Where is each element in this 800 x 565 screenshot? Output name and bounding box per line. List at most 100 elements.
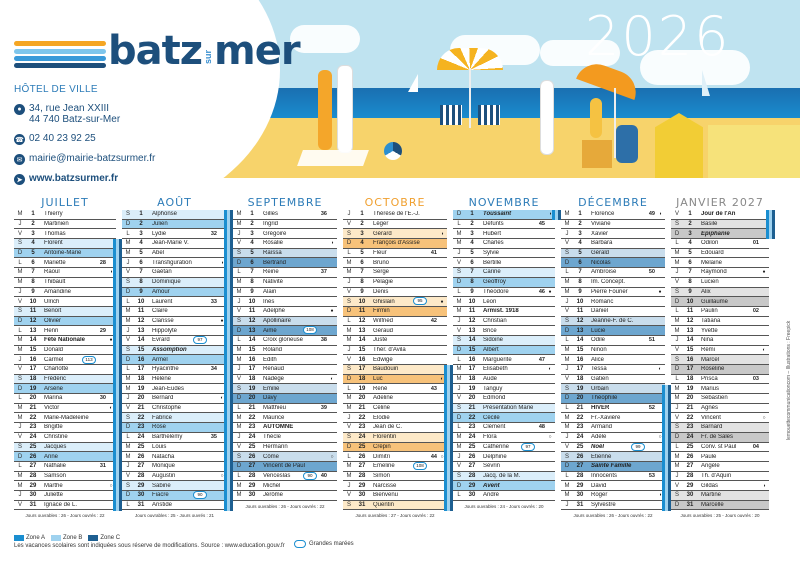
zone-c-swatch	[88, 535, 99, 541]
weekday-letter: S	[236, 317, 241, 324]
working-days-note: Jours ouvrables : 26 - Jours ouvrés : 22	[245, 503, 325, 509]
day-list: S 1 Alphonse D 2 Julien L 3 Lydie 32 M 4 Jean-Marie …	[122, 210, 233, 511]
day-row: V 6 Bertille	[453, 258, 555, 269]
saint-name: Fleur	[373, 250, 387, 257]
day-number: 16	[468, 356, 476, 363]
zone-c-bar	[450, 365, 453, 511]
day-number: 29	[137, 482, 145, 489]
weekday-letter: D	[17, 317, 23, 324]
weekday-letter: D	[125, 356, 131, 363]
saint-name: Agnès	[701, 405, 719, 412]
day-list: M 1 Florence 49 ◑ M 2 Viviane J 3 Xavier V 4 Barbara S…	[561, 210, 671, 511]
cloud-illustration	[540, 40, 620, 66]
weekday-letter: S	[125, 414, 130, 421]
saint-name: AUTOMNE	[263, 424, 294, 431]
day-number: 1	[470, 211, 474, 218]
day-number: 3	[360, 230, 364, 237]
day-number: 29	[248, 482, 256, 489]
week-number: 37	[320, 269, 327, 276]
day-number: 6	[578, 259, 582, 266]
weekday-letter: V	[125, 337, 130, 344]
week-number: 41	[430, 250, 437, 257]
weekday-letter: V	[125, 405, 130, 412]
day-row: V 16 Edwige	[343, 355, 447, 365]
school-holiday-bars	[224, 210, 233, 511]
day-row: M 7 Raoul ◑	[14, 268, 116, 278]
saint-name: Marina	[44, 395, 63, 402]
day-row: D 27 Vincent de Paul	[233, 461, 337, 472]
weekday-letter: J	[347, 279, 351, 286]
day-number: 18	[248, 376, 256, 383]
day-row: S 9 Alix	[671, 287, 769, 298]
day-number: 11	[137, 308, 145, 315]
moon-phase-icon: ○	[109, 482, 113, 489]
weekday-letter: M	[564, 492, 570, 499]
day-row: M 27 Émeline	[343, 462, 447, 472]
day-row: M 6 Melaine	[671, 258, 769, 269]
weekday-letter: D	[456, 279, 462, 286]
saint-name: Armel	[152, 356, 168, 363]
day-number: 17	[29, 366, 37, 373]
saint-name: Barnard	[701, 424, 723, 431]
weekday-letter: M	[236, 346, 242, 353]
day-row: V 30 Bienvenu	[343, 491, 447, 501]
day-row: D 25 Crépin	[343, 442, 447, 453]
weekday-letter: M	[346, 405, 352, 412]
day-row: D 26 Anne	[14, 452, 116, 462]
tides-label: Grandes marées	[309, 541, 354, 547]
saint-name: Florentin	[373, 434, 397, 441]
moon-phase-icon: ◑	[330, 240, 334, 247]
website-link[interactable]: www.batzsurmer.fr	[29, 173, 119, 184]
day-number: 7	[250, 269, 254, 276]
day-number: 10	[358, 298, 366, 305]
day-number: 27	[468, 463, 476, 470]
day-number: 13	[137, 327, 145, 334]
saint-name: Anne	[44, 453, 59, 460]
day-row: M 28 Samson	[14, 472, 116, 482]
day-number: 4	[139, 240, 143, 247]
zone-a-bar	[766, 210, 769, 240]
day-row: L 10 Laurent 33	[122, 297, 227, 307]
phone-number: 02 40 23 92 25	[29, 133, 96, 144]
beach-hut-illustration	[655, 113, 703, 178]
email-address[interactable]: mairie@mairie-batzsurmer.fr	[29, 153, 156, 164]
day-number: 30	[686, 492, 694, 499]
day-row: S 18 Frédéric	[14, 374, 116, 385]
weekday-letter: V	[17, 298, 22, 305]
saint-name: Aude	[483, 376, 498, 383]
beach-umbrella-illustration	[437, 48, 503, 70]
working-days-note: Jours ouvrables : 25 - Jours ouvrés : 20	[680, 513, 760, 519]
saint-name: Lucie	[591, 327, 606, 334]
weekday-letter: M	[674, 395, 680, 402]
saint-name: Marguerite	[483, 356, 512, 363]
weekday-letter: L	[565, 472, 569, 479]
day-number: 8	[31, 279, 35, 286]
saint-name: Frédéric	[44, 376, 67, 383]
weekday-letter: J	[457, 385, 461, 392]
day-number: 29	[576, 482, 584, 489]
cloud-illustration	[640, 50, 750, 85]
phone-icon: ☎	[14, 134, 25, 145]
weekday-letter: M	[674, 385, 680, 392]
day-row: S 4 Florent	[14, 239, 116, 249]
saint-name: Mariette	[44, 259, 66, 266]
day-number: 5	[360, 250, 364, 257]
weekday-letter: M	[236, 279, 242, 286]
weekday-letter: J	[126, 463, 130, 470]
working-days-note: Jours ouvrables : 26 - Jours ouvrés : 22	[25, 513, 105, 519]
weekday-letter: J	[237, 366, 241, 373]
saint-name: Catherine	[483, 443, 510, 450]
saint-name: Marcel	[701, 356, 720, 363]
day-row: L 31 Aristide	[122, 501, 227, 511]
saint-name: Jour de l'An	[701, 211, 736, 218]
saint-name: Basile	[701, 221, 718, 228]
day-number: 13	[29, 327, 37, 334]
weekday-letter: S	[236, 385, 241, 392]
saint-name: Delphine	[483, 453, 507, 460]
saint-name: Monique	[152, 463, 176, 470]
saint-name: Assomption	[152, 346, 187, 353]
saint-name: Cécile	[483, 414, 500, 421]
day-row: L 18 Prisca 03	[671, 375, 769, 385]
saint-name: Davy	[263, 395, 277, 402]
day-number: 3	[31, 230, 35, 237]
